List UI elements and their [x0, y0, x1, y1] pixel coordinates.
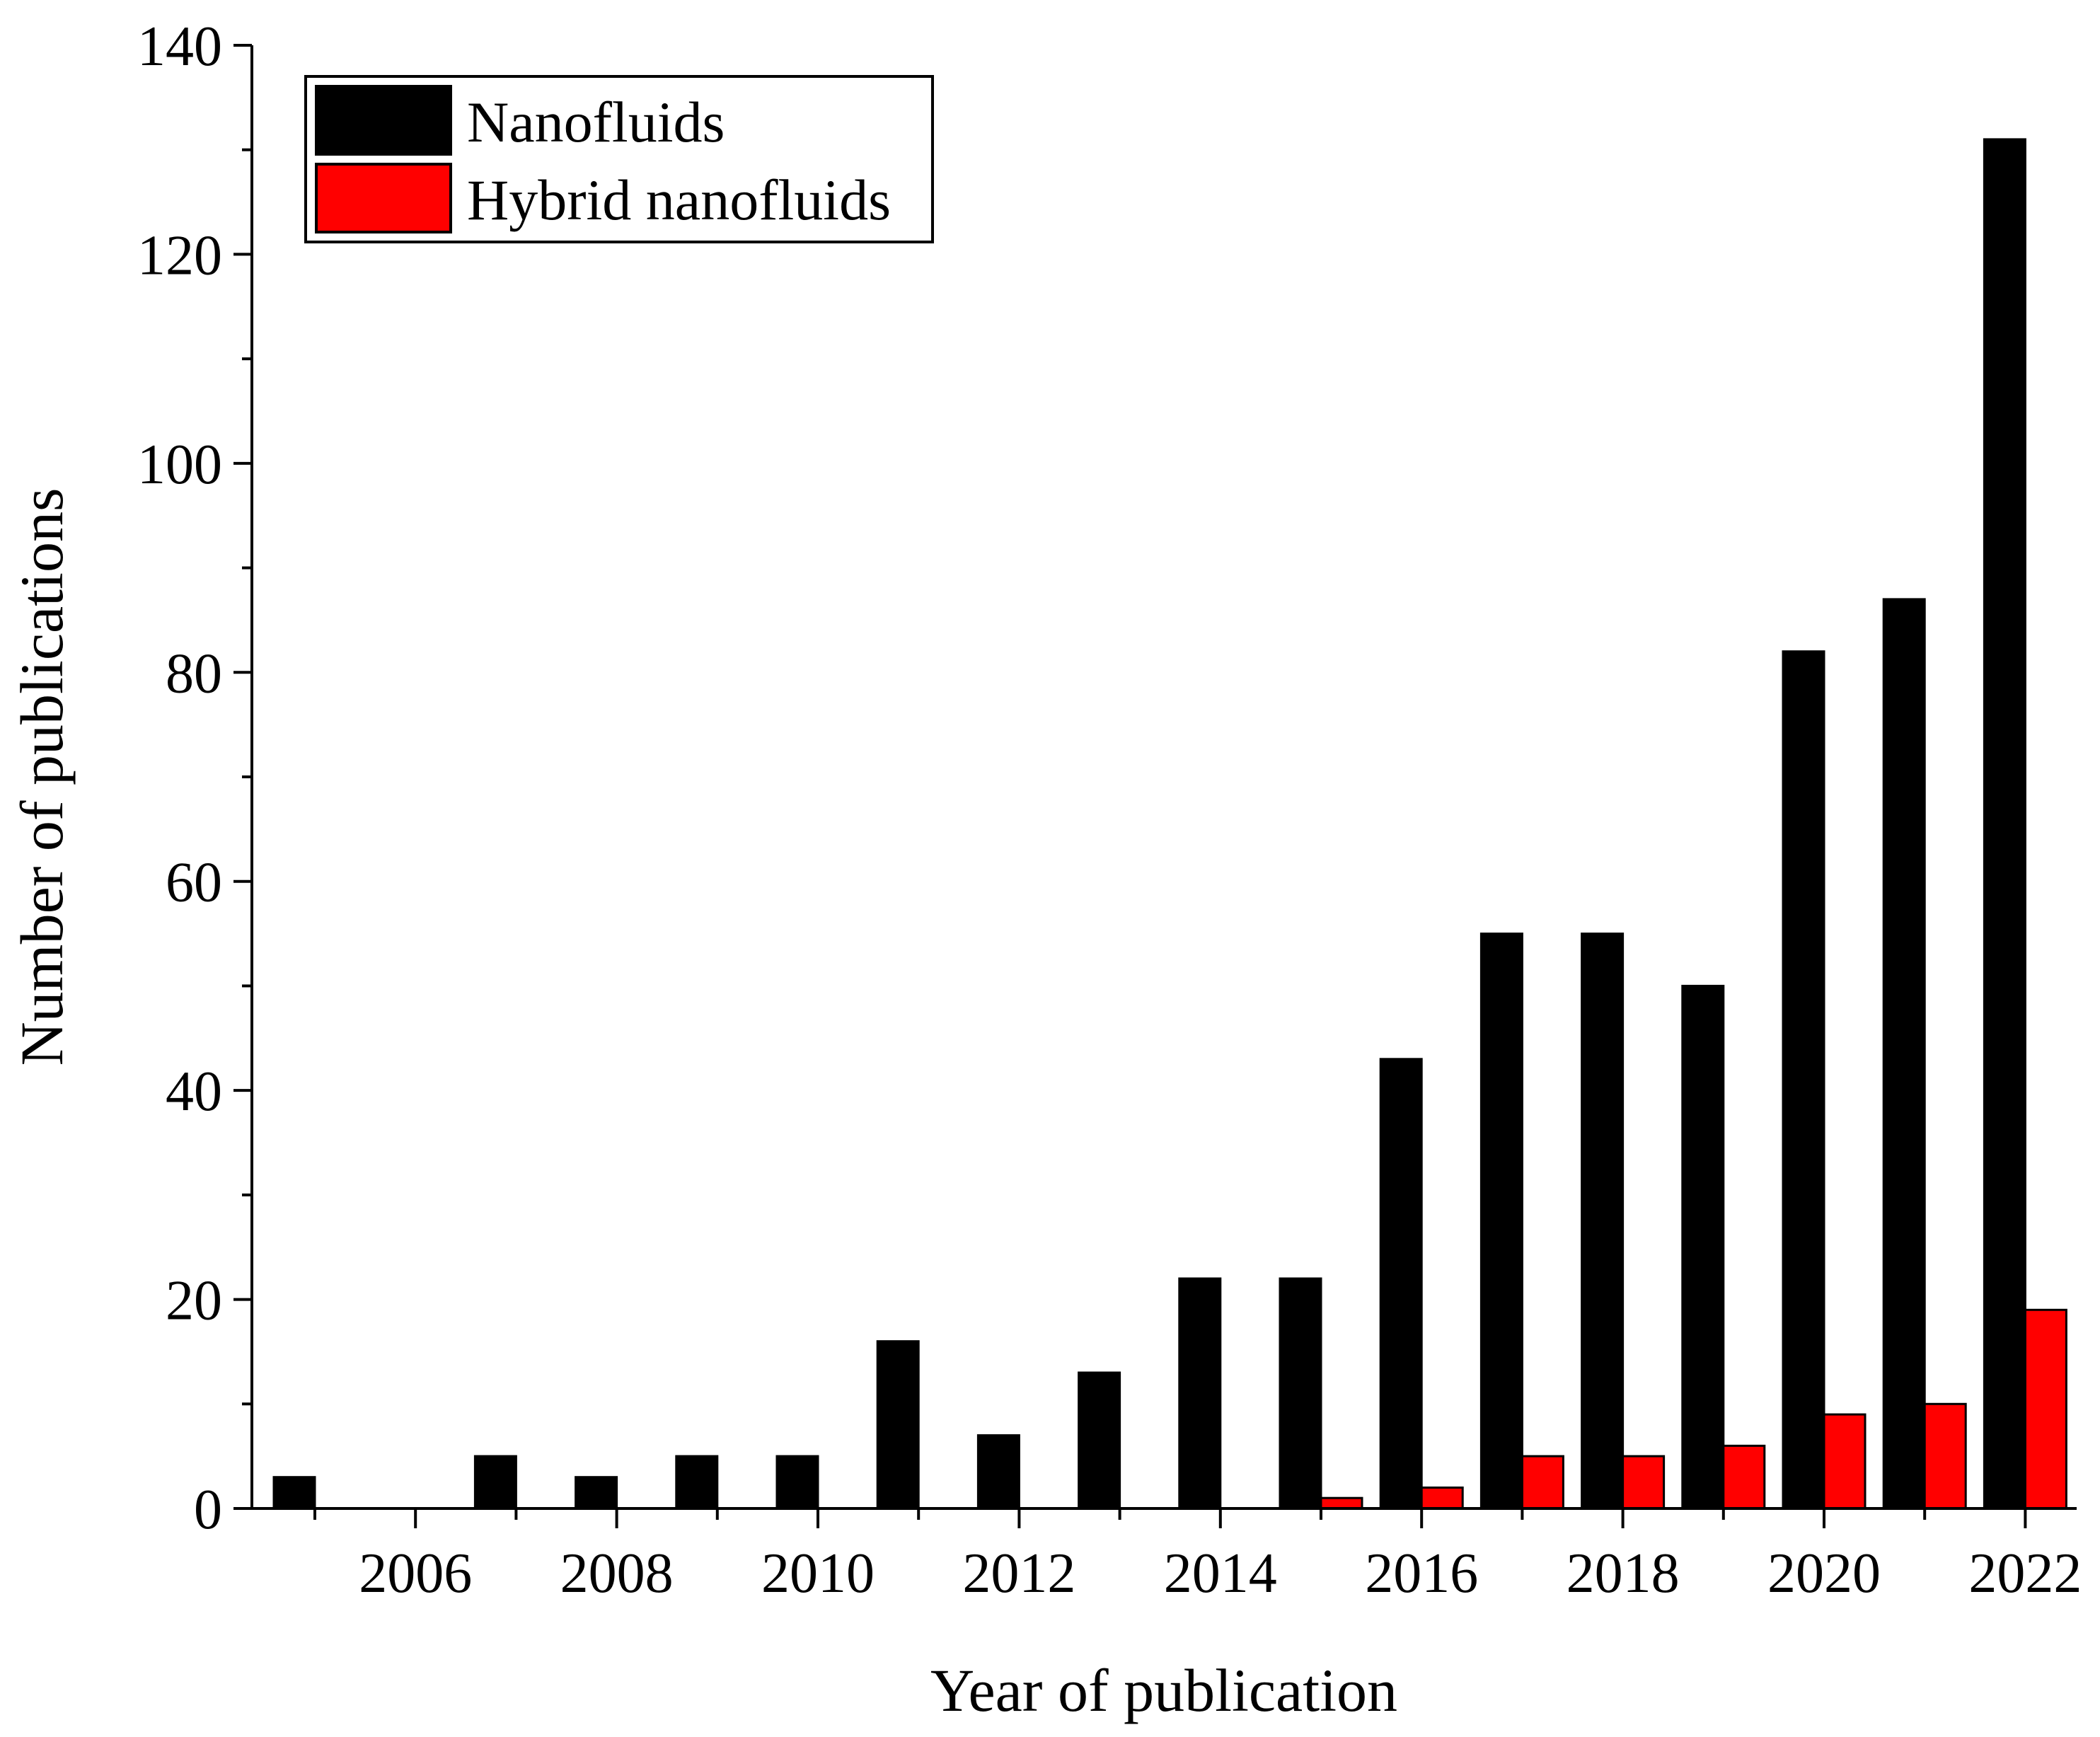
bar-nanofluids-2013: [1078, 1371, 1121, 1510]
x-tick-label: 2008: [560, 1542, 674, 1605]
x-axis-label: Year of publication: [930, 1656, 1397, 1724]
y-tick-label: 20: [166, 1270, 222, 1332]
legend-label-hybrid-nanofluids: Hybrid nanofluids: [467, 168, 891, 232]
bar-hybrid-nanofluids-2020: [1823, 1413, 1867, 1510]
x-tick-label: 2016: [1365, 1542, 1478, 1605]
bar-nanofluids-2019: [1681, 984, 1725, 1510]
bar-nanofluids-2012: [976, 1434, 1020, 1510]
x-tick-label: 2022: [1968, 1542, 2082, 1605]
x-tick-label: 2020: [1767, 1542, 1881, 1605]
y-tick-label: 140: [137, 16, 222, 78]
bar-hybrid-nanofluids-2016: [1420, 1487, 1464, 1510]
bar-nanofluids-2014: [1178, 1277, 1222, 1510]
bar-nanofluids-2021: [1882, 598, 1926, 1510]
bar-nanofluids-2005: [272, 1476, 316, 1510]
x-tick-label: 2018: [1567, 1542, 1680, 1605]
bar-nanofluids-2016: [1379, 1058, 1423, 1510]
bar-nanofluids-2020: [1782, 650, 1825, 1510]
legend: Nanofluids Hybrid nanofluids: [304, 75, 934, 243]
bar-nanofluids-2008: [575, 1476, 618, 1510]
bar-hybrid-nanofluids-2018: [1622, 1455, 1666, 1510]
bar-nanofluids-2015: [1279, 1277, 1322, 1510]
ticks-layer: 0 20 40 60 80 100 120 140 2006 2008 2010 2012 2014 20…: [137, 16, 2082, 1605]
bar-nanofluids-2022: [1983, 138, 2026, 1510]
y-tick-label: 120: [137, 224, 222, 287]
bar-nanofluids-2007: [473, 1455, 517, 1510]
y-tick-label: 80: [166, 642, 222, 705]
y-tick-label: 60: [166, 852, 222, 914]
y-tick-label: 100: [137, 434, 222, 496]
legend-swatch-hybrid-nanofluids: [315, 163, 452, 233]
y-axis-label: Number of publications: [8, 488, 76, 1066]
x-tick-label: 2012: [962, 1542, 1075, 1605]
bar-hybrid-nanofluids-2021: [1923, 1402, 1967, 1510]
bar-hybrid-nanofluids-2017: [1521, 1455, 1564, 1510]
x-tick-label: 2006: [359, 1542, 472, 1605]
y-tick-label: 40: [166, 1061, 222, 1123]
y-tick-label: 0: [194, 1479, 222, 1541]
bar-nanofluids-2017: [1479, 933, 1523, 1510]
bar-nanofluids-2018: [1581, 933, 1625, 1510]
bars-layer: [272, 138, 2067, 1510]
legend-label-nanofluids: Nanofluids: [467, 90, 725, 154]
bar-nanofluids-2011: [876, 1340, 920, 1510]
x-tick-label: 2014: [1164, 1542, 1277, 1605]
bar-nanofluids-2009: [675, 1455, 719, 1510]
x-tick-label: 2010: [761, 1542, 875, 1605]
bar-nanofluids-2010: [775, 1455, 819, 1510]
legend-swatch-nanofluids: [315, 85, 452, 156]
bar-hybrid-nanofluids-2022: [2024, 1308, 2067, 1510]
bar-hybrid-nanofluids-2015: [1320, 1496, 1363, 1510]
bar-hybrid-nanofluids-2019: [1722, 1444, 1766, 1510]
